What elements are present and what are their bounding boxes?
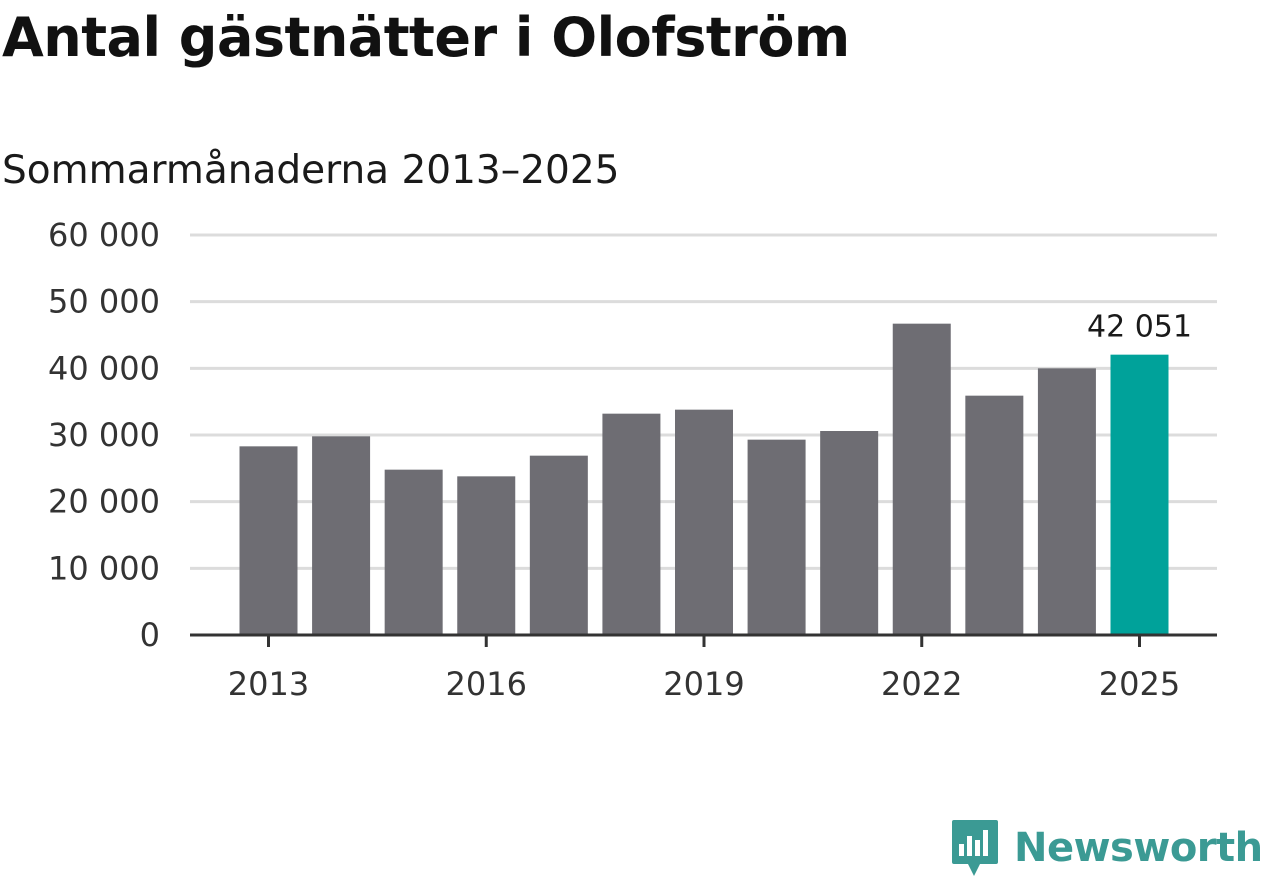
bar-2025 [1110,354,1169,635]
x-tick-label: 2013 [228,665,309,703]
x-tick-label: 2019 [663,665,744,703]
y-tick-label: 0 [140,616,160,654]
bar-2022 [892,323,951,635]
y-tick-label: 50 000 [48,283,160,321]
y-tick-label: 40 000 [48,349,160,387]
bar-2016 [457,476,516,635]
bar-2019 [675,409,733,635]
bar-2024 [1037,368,1096,635]
brand-name: Newsworthy [1014,825,1262,871]
chart-subtitle: Sommarmånaderna 2013–2025 [2,148,620,193]
bar-2015 [384,469,443,635]
x-tick-label: 2025 [1099,665,1180,703]
newsworthy-logo-icon [952,820,998,876]
data-label: 42 051 [1087,310,1192,345]
chart-title: Antal gästnätter i Olofström [2,6,850,69]
brand-logo: Newsworthy [950,818,1262,878]
y-tick-label: 60 000 [48,216,160,254]
bar-2020 [747,439,806,635]
bar-2014 [312,436,371,635]
y-tick-label: 10 000 [48,549,160,587]
bar-2021 [820,431,879,635]
bar-2023 [965,395,1024,635]
bar-2017 [529,455,588,635]
y-tick-label: 30 000 [48,416,160,454]
y-tick-label: 20 000 [48,483,160,521]
x-tick-label: 2022 [881,665,962,703]
x-tick-label: 2016 [446,665,527,703]
bar-2018 [602,413,661,635]
bar-2013 [239,446,298,635]
